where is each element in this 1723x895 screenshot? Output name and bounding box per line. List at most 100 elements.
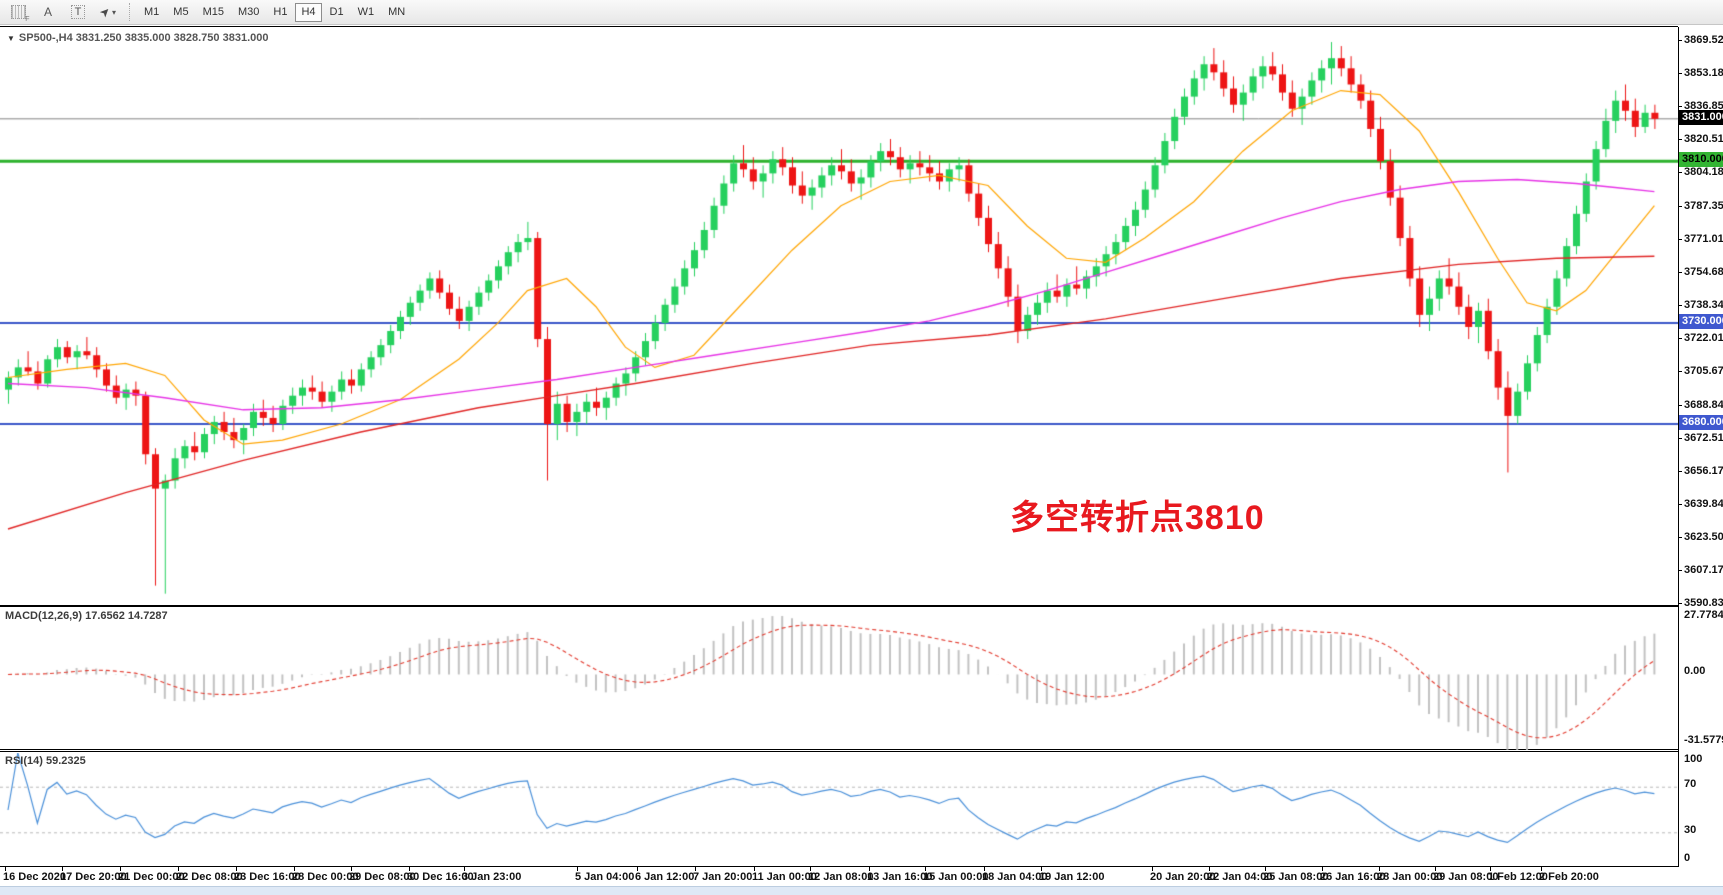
timeframe-button-group: M1 M5 M15 M30 H1 H4 D1 W1 MN: [137, 2, 412, 22]
time-tick: [120, 867, 121, 871]
toolbar: F A T ➤ ▾ M1 M5 M15 M30 H1 H4 D1 W1 MN: [0, 0, 1723, 25]
price-tick-label: 3869.520: [1678, 32, 1723, 48]
price-tick-label: 3639.840: [1678, 496, 1723, 512]
time-tick: [577, 867, 578, 871]
grid-f-icon[interactable]: F: [5, 2, 31, 23]
time-axis-label: 3 Jan 23:00: [462, 871, 522, 883]
time-tick: [236, 867, 237, 871]
price-tick-label: 3607.170: [1678, 562, 1723, 578]
price-tick-label: 3836.850: [1678, 98, 1723, 114]
timeframe-button-w1[interactable]: W1: [357, 6, 375, 18]
time-axis-label: 11 Jan 00:00: [752, 871, 817, 883]
price-tick-label: 3820.515: [1678, 131, 1723, 147]
timeframe-button-h1[interactable]: H1: [273, 6, 288, 18]
time-axis-label: 22 Dec 08:00: [176, 871, 243, 883]
time-axis-label: 21 Dec 00:00: [118, 871, 185, 883]
time-tick: [810, 867, 811, 871]
timeframe-button-m1[interactable]: M1: [144, 6, 160, 18]
macd-axis-label: 0.00: [1684, 665, 1706, 678]
timeframe-button-m30[interactable]: M30: [237, 6, 260, 18]
time-tick: [1041, 867, 1042, 871]
text-t-icon[interactable]: T: [65, 2, 91, 22]
time-axis-label: 23 Dec 16:00: [234, 871, 301, 883]
dropdown-caret-icon[interactable]: ▾: [112, 7, 117, 17]
time-axis[interactable]: 16 Dec 2020 17 Dec 20:00 21 Dec 00:00 22 De…: [0, 867, 1678, 886]
candlestick-chart-canvas[interactable]: [0, 28, 1678, 606]
time-axis-label: 16 Dec 2020: [3, 871, 66, 883]
macd-label: MACD(12,26,9) 17.6562 14.7287: [5, 610, 168, 622]
time-axis-label: 1 Feb 12:00: [1488, 871, 1548, 883]
time-tick: [178, 867, 179, 871]
time-tick: [1322, 867, 1323, 871]
timeframe-button-m5[interactable]: M5: [173, 6, 189, 18]
rsi-axis-label: 100: [1684, 753, 1703, 765]
current-price-price-box: 3831.000: [1679, 109, 1723, 125]
time-axis-label: 22 Jan 04:00: [1207, 871, 1273, 883]
rsi-axis-label: 30: [1684, 824, 1697, 836]
price-tick-label: 3590.835: [1678, 595, 1723, 611]
green-support-price-box: 3810.000: [1679, 152, 1723, 168]
time-axis-label: 15 Jan 00:00: [923, 871, 989, 883]
chart-annotation-text: 多空转折点3810: [1010, 499, 1265, 537]
symbol-ohlc-text: SP500-,H4 3831.250 3835.000 3828.750 383…: [18, 32, 269, 44]
time-tick: [637, 867, 638, 871]
time-tick: [984, 867, 985, 871]
timeframe-button-d1[interactable]: D1: [329, 6, 344, 18]
time-tick: [1152, 867, 1153, 871]
macd-canvas[interactable]: [0, 608, 1678, 750]
rsi-canvas[interactable]: [0, 753, 1678, 867]
price-tick-label: 3853.185: [1678, 65, 1723, 81]
time-tick: [5, 867, 6, 871]
time-tick: [925, 867, 926, 871]
chart-symbol-header[interactable]: ▼ SP500-,H4 3831.250 3835.000 3828.750 38…: [7, 32, 268, 44]
time-tick: [695, 867, 696, 871]
time-tick: [464, 867, 465, 871]
toolbar-separator: [129, 3, 131, 21]
time-tick: [62, 867, 63, 871]
time-axis-label: 19 Jan 12:00: [1039, 871, 1105, 883]
price-tick-label: 3771.015: [1678, 231, 1723, 247]
timeframe-button-mn[interactable]: MN: [388, 6, 406, 18]
price-tick-label: 3672.510: [1678, 430, 1723, 446]
price-tick-label: 3705.675: [1678, 363, 1723, 379]
time-axis-label: 13 Jan 16:00: [867, 871, 933, 883]
timeframe-button-h4[interactable]: H4: [295, 2, 322, 22]
rsi-label: RSI(14) 59.2325: [5, 755, 86, 767]
time-axis-label: 30 Dec 16:00: [407, 871, 474, 883]
time-axis-label: 25 Jan 08:00: [1263, 871, 1329, 883]
time-axis-label: 29 Dec 08:00: [349, 871, 416, 883]
main-chart-panel: ▼ SP500-,H4 3831.250 3835.000 3828.750 38…: [0, 26, 1678, 606]
macd-panel: MACD(12,26,9) 17.6562 14.7287: [0, 606, 1678, 750]
price-tick-label: 3787.350: [1678, 198, 1723, 214]
time-tick: [1265, 867, 1266, 871]
time-axis-label: 2 Feb 20:00: [1539, 871, 1599, 883]
price-axis-border: [1678, 27, 1679, 867]
rsi-panel: RSI(14) 59.2325: [0, 751, 1678, 867]
time-axis-label: 12 Jan 08:00: [808, 871, 874, 883]
blue-level-1-price-box: 3730.000: [1679, 313, 1723, 329]
time-tick: [1379, 867, 1380, 871]
time-tick: [1541, 867, 1542, 871]
price-tick-label: 3623.505: [1678, 529, 1723, 545]
text-a-icon[interactable]: A: [43, 5, 52, 19]
price-tick-label: 3738.345: [1678, 297, 1723, 313]
time-axis-label: 28 Jan 00:00: [1377, 871, 1443, 883]
arrows-icon[interactable]: ➤ ▾: [96, 3, 117, 21]
time-axis-label: 18 Jan 04:00: [982, 871, 1048, 883]
horizontal-scrollbar[interactable]: [0, 886, 1723, 895]
price-tick-label: 3722.010: [1678, 330, 1723, 346]
rsi-axis-label: 0: [1684, 852, 1691, 864]
time-axis-label: 6 Jan 12:00: [635, 871, 695, 883]
time-tick: [1490, 867, 1491, 871]
time-axis-label: 26 Jan 16:00: [1320, 871, 1386, 883]
chevron-down-icon[interactable]: ▼: [7, 34, 15, 43]
price-tick-label: 3688.845: [1678, 397, 1723, 413]
time-tick: [1209, 867, 1210, 871]
rsi-axis-label: 70: [1684, 778, 1697, 790]
time-axis-label: 20 Jan 20:00: [1150, 871, 1216, 883]
time-tick: [294, 867, 295, 871]
time-axis-label: 17 Dec 20:00: [60, 871, 127, 883]
time-axis-label: 5 Jan 04:00: [575, 871, 635, 883]
timeframe-button-m15[interactable]: M15: [202, 6, 224, 18]
